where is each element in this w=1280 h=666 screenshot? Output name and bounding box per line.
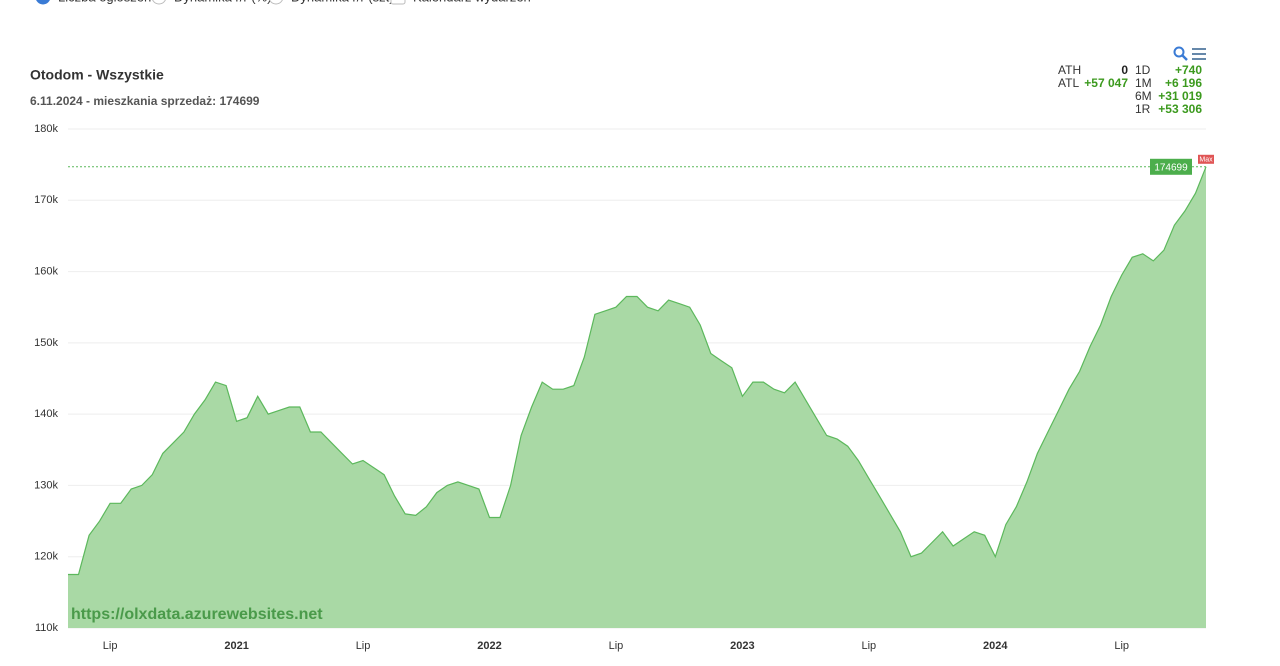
option-control[interactable] — [36, 0, 50, 5]
x-tick-label: Lip — [356, 640, 371, 652]
x-tick-label: 2022 — [477, 640, 501, 652]
option-label[interactable]: Liczba ogłoszeń — [58, 0, 151, 4]
line — [68, 166, 1207, 576]
zoom-icon[interactable] — [1173, 46, 1185, 58]
stat-value: +6 196 — [1165, 76, 1202, 90]
x-tick-label: 2024 — [983, 640, 1008, 652]
x-tick-label: Lip — [609, 640, 624, 652]
y-tick-label: 110k — [35, 622, 59, 634]
option-control[interactable] — [269, 0, 283, 5]
max-tag — [1198, 154, 1214, 164]
stat-label: 1M — [1135, 76, 1152, 90]
stat-value: +53 306 — [1158, 102, 1202, 116]
stat-label: 1D — [1135, 63, 1151, 77]
option-control[interactable] — [390, 0, 406, 5]
zoom-icon-handle — [1181, 54, 1188, 61]
x-tick-label: 2023 — [730, 640, 754, 652]
stat-label: 1R — [1135, 102, 1151, 116]
y-tick-label: 130k — [34, 479, 58, 491]
menu-icons[interactable] — [1173, 46, 1207, 61]
chart-title: Otodom - Wszystkie — [30, 67, 164, 83]
stat-label: ATL — [1058, 76, 1079, 90]
menu-icon[interactable] — [1192, 48, 1206, 60]
stat-label: 6M — [1135, 89, 1152, 103]
area — [68, 166, 1206, 629]
option-label[interactable]: Dynamika r/r (%) — [174, 0, 272, 4]
y-tick-label: 180k — [34, 123, 58, 135]
x-tick-label: Lip — [861, 640, 876, 652]
y-tick-label: 150k — [34, 337, 58, 349]
y-tick-label: 140k — [34, 408, 58, 420]
watermark: https://olxdata.azurewebsites.net — [71, 606, 323, 623]
stat-value: +57 047 — [1084, 76, 1128, 90]
last-value-tag — [1150, 158, 1192, 175]
stat-value: +31 019 — [1158, 89, 1202, 103]
stat-label: ATH — [1058, 63, 1081, 77]
chart-subtitle: 6.11.2024 - mieszkania sprzedaż: 174699 — [30, 94, 260, 108]
option-label[interactable]: Kalendarz wydarzeń — [413, 0, 531, 4]
y-tick-label: 160k — [34, 265, 58, 277]
option-control[interactable] — [152, 0, 166, 5]
last-value-label: 174699 — [1154, 162, 1188, 173]
stat-value: +740 — [1175, 63, 1202, 77]
max-label: Max — [1199, 157, 1213, 164]
x-tick-label: Lip — [103, 640, 118, 652]
y-tick-label: 120k — [34, 551, 58, 563]
x-tick-label: Lip — [1114, 640, 1129, 652]
stat-value: 0 — [1121, 63, 1128, 77]
y-tick-label: 170k — [34, 194, 58, 206]
x-tick-label: 2021 — [224, 640, 248, 652]
option-label[interactable]: Dynamika r/r (szt) — [291, 0, 394, 4]
